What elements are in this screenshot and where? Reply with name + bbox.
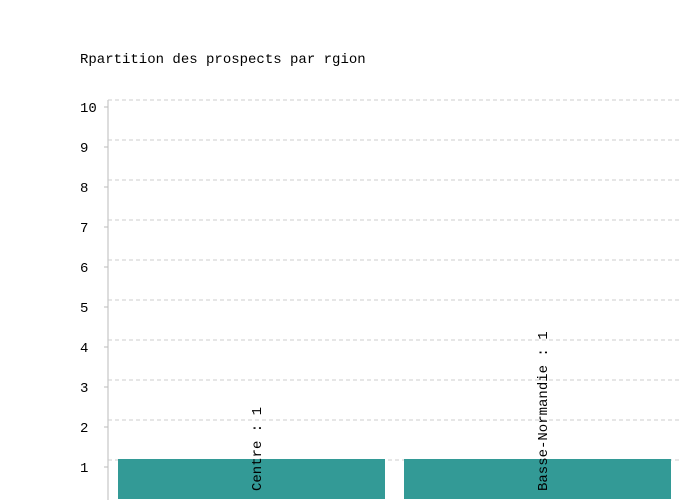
y-tick-label: 9	[80, 141, 88, 157]
y-tick-label: 7	[80, 221, 88, 237]
y-tick-label: 8	[80, 181, 88, 197]
bar	[404, 459, 671, 499]
y-tick-label: 2	[80, 421, 88, 437]
y-tick-label: 4	[80, 341, 88, 357]
data-label: Centre : 1	[250, 407, 266, 491]
y-tick-label: 3	[80, 381, 88, 397]
y-tick-label: 6	[80, 261, 88, 277]
y-tick-label: 10	[80, 101, 97, 117]
y-tick-label: 5	[80, 301, 88, 317]
bar	[118, 459, 385, 499]
y-tick-label: 1	[80, 461, 88, 477]
chart-title: Rpartition des prospects par rgion	[80, 52, 366, 68]
data-label: Basse-Normandie : 1	[536, 331, 552, 491]
